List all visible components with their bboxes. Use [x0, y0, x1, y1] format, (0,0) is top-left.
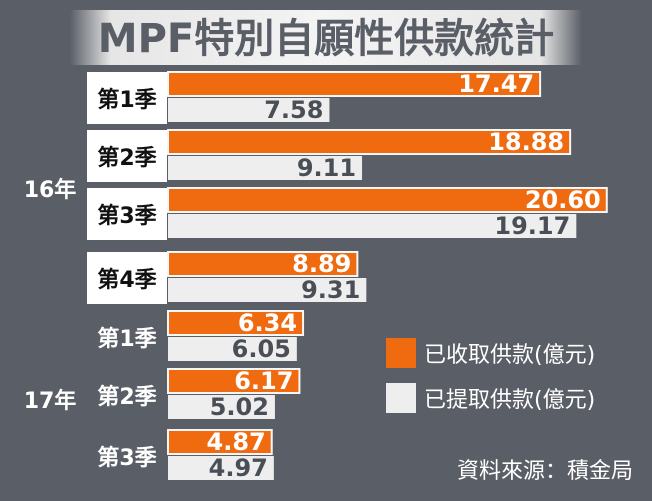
bar-withdrawn [168, 456, 274, 480]
bar-received [167, 310, 305, 336]
bar-received [167, 251, 359, 277]
value-label-received: 6.34 [238, 309, 297, 337]
quarter-label: 第4季 [97, 267, 156, 293]
year-label: 17年 [24, 388, 77, 414]
quarter-label: 第3季 [97, 203, 156, 229]
bar-withdrawn [168, 278, 367, 302]
quarter-label: 第1季 [97, 87, 156, 113]
bar-withdrawn [168, 98, 330, 122]
bar-received [167, 187, 608, 213]
value-label-withdrawn: 6.05 [232, 335, 291, 363]
bar-received [167, 429, 273, 455]
value-label-received: 6.17 [234, 367, 293, 395]
bar-withdrawn [168, 214, 577, 238]
year-label: 16年 [24, 177, 77, 203]
quarter-label: 第1季 [97, 326, 156, 352]
bar-withdrawn [168, 156, 363, 180]
bars-received [167, 71, 608, 455]
value-label-withdrawn: 9.11 [297, 154, 356, 182]
bars-withdrawn [168, 98, 577, 480]
value-label-received: 17.47 [458, 70, 534, 98]
quarter-box [87, 188, 167, 240]
quarter-box [87, 72, 167, 124]
legend-swatch-withdrawn [386, 383, 416, 413]
value-label-withdrawn: 7.58 [264, 96, 323, 124]
value-label-withdrawn: 5.02 [210, 393, 269, 421]
bar-withdrawn [168, 337, 297, 361]
value-label-withdrawn: 19.17 [494, 212, 570, 240]
quarter-label: 第3季 [97, 445, 156, 471]
quarter-label: 第2季 [97, 145, 156, 171]
legend-label-withdrawn: 已提取供款(億元) [424, 388, 595, 413]
quarter-box [87, 130, 167, 182]
source-note: 資料來源：積金局 [457, 459, 633, 484]
value-label-received: 20.60 [525, 186, 601, 214]
bar-received [167, 129, 572, 155]
year-labels: 16年 17年 [24, 177, 77, 414]
legend-label-received: 已收取供款(億元) [424, 343, 595, 368]
value-label-withdrawn: 4.97 [209, 454, 268, 482]
value-label-received: 18.88 [488, 128, 564, 156]
value-label-received: 8.89 [292, 250, 351, 278]
title-banner [70, 10, 582, 65]
value-label-received: 4.87 [207, 428, 266, 456]
quarter-label: 第2季 [97, 384, 156, 410]
bar-received [167, 368, 301, 394]
bar-received [167, 71, 542, 97]
chart-title: MPF特別自願性供款統計 [98, 16, 554, 62]
legend: 已收取供款(億元) 已提取供款(億元) [386, 338, 595, 413]
bar-withdrawn [168, 395, 275, 419]
legend-swatch-received [386, 338, 416, 368]
quarter-box [87, 252, 167, 304]
value-label-withdrawn: 9.31 [301, 276, 360, 304]
